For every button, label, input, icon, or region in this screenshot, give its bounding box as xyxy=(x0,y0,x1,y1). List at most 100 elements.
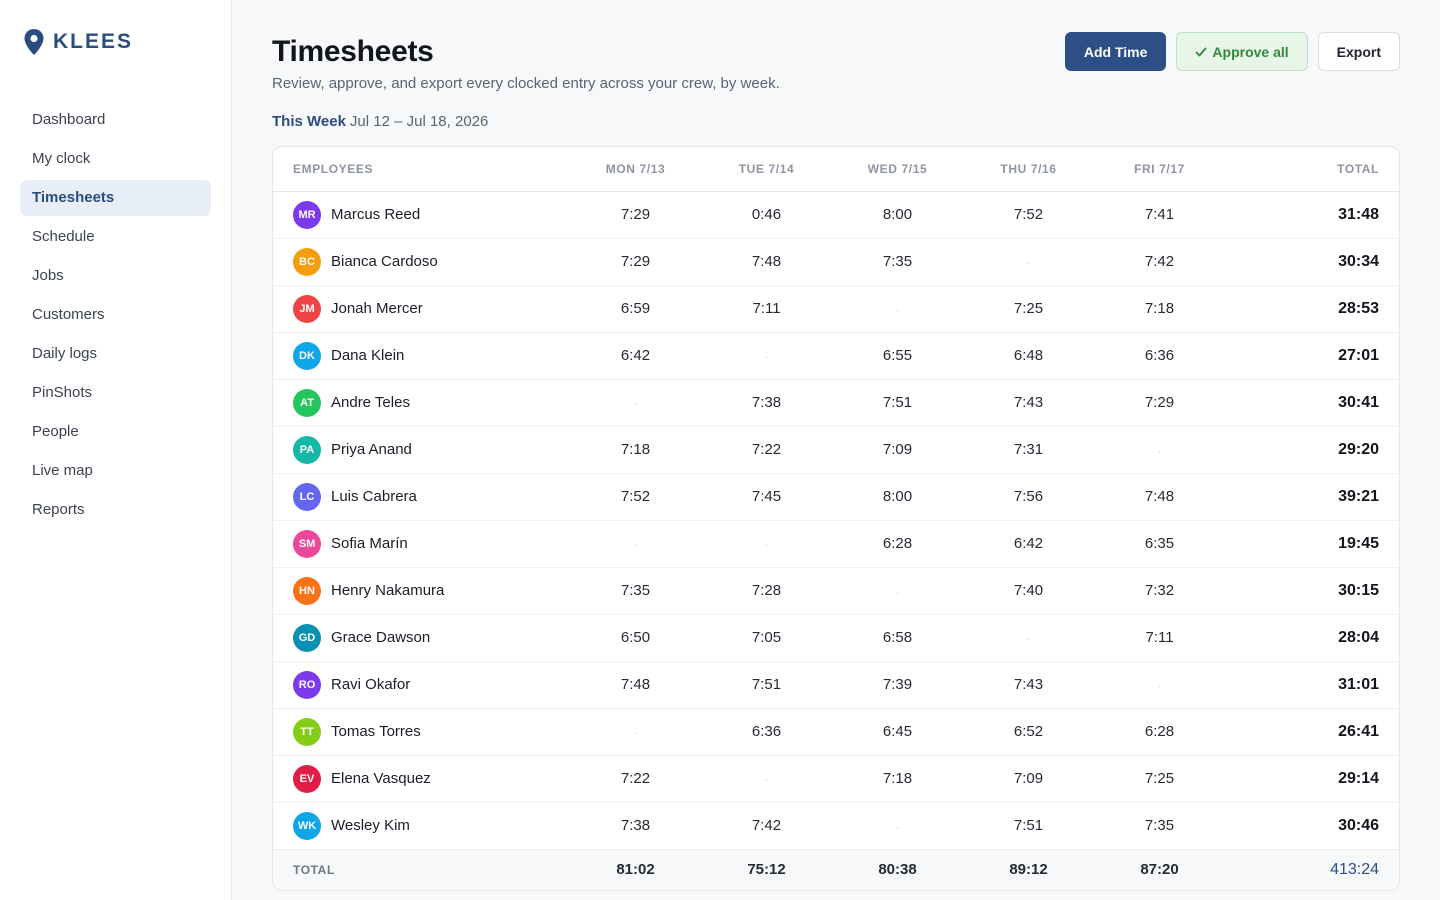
day-hours-cell[interactable]: 7:45 xyxy=(701,473,832,521)
table-row[interactable]: WK Wesley Kim 7:38 7:42 · 7:51 7:35 30:46 xyxy=(273,802,1399,850)
day-hours-cell[interactable]: 6:52 xyxy=(963,708,1094,756)
empty-day-cell[interactable]: · xyxy=(963,238,1094,286)
table-row[interactable]: EV Elena Vasquez 7:22 · 7:18 7:09 7:25 29:14 xyxy=(273,755,1399,803)
day-hours-cell[interactable]: 6:59 xyxy=(570,285,701,333)
header-total[interactable]: TOTAL xyxy=(1225,147,1399,192)
table-row[interactable]: GD Grace Dawson 6:50 7:05 6:58 · 7:11 28:04 xyxy=(273,614,1399,662)
day-hours-cell[interactable]: 7:51 xyxy=(701,661,832,709)
table-row[interactable]: RO Ravi Okafor 7:48 7:51 7:39 7:43 · 31:01 xyxy=(273,661,1399,709)
day-hours-cell[interactable]: 0:46 xyxy=(701,191,832,239)
day-hours-cell[interactable]: 7:52 xyxy=(570,473,701,521)
table-row[interactable]: AT Andre Teles · 7:38 7:51 7:43 7:29 30:41 xyxy=(273,379,1399,427)
day-hours-cell[interactable]: 6:36 xyxy=(701,708,832,756)
sidebar-item-customers[interactable]: Customers xyxy=(32,306,105,323)
sidebar-item-pinshots[interactable]: PinShots xyxy=(32,384,93,401)
day-hours-cell[interactable]: 7:51 xyxy=(963,802,1094,850)
week-selector[interactable]: This Week Jul 12 – Jul 18, 2026 xyxy=(272,113,1400,130)
day-hours-cell[interactable]: 7:35 xyxy=(570,567,701,615)
day-hours-cell[interactable]: 7:25 xyxy=(963,285,1094,333)
day-hours-cell[interactable]: 6:35 xyxy=(1094,520,1225,568)
day-hours-cell[interactable]: 7:35 xyxy=(832,238,963,286)
day-hours-cell[interactable]: 7:42 xyxy=(1094,238,1225,286)
day-hours-cell[interactable]: 7:51 xyxy=(832,379,963,427)
sidebar-item-my-clock[interactable]: My clock xyxy=(32,150,91,167)
export-button[interactable]: Export xyxy=(1317,32,1400,71)
day-hours-cell[interactable]: 6:42 xyxy=(963,520,1094,568)
sidebar-item-daily-logs[interactable]: Daily logs xyxy=(32,345,98,362)
day-hours-cell[interactable]: 7:29 xyxy=(1094,379,1225,427)
employee[interactable]: PA Priya Anand xyxy=(293,435,570,464)
header-day[interactable]: FRI 7/17 xyxy=(1094,147,1225,192)
day-hours-cell[interactable]: 8:00 xyxy=(832,191,963,239)
day-hours-cell[interactable]: 7:05 xyxy=(701,614,832,662)
employee[interactable]: GD Grace Dawson xyxy=(293,623,570,652)
header-employees[interactable]: EMPLOYEES xyxy=(273,147,570,192)
day-hours-cell[interactable]: 7:31 xyxy=(963,426,1094,474)
day-hours-cell[interactable]: 7:09 xyxy=(832,426,963,474)
day-hours-cell[interactable]: 7:56 xyxy=(963,473,1094,521)
empty-day-cell[interactable]: · xyxy=(570,520,701,568)
table-row[interactable]: SM Sofia Marín · · 6:28 6:42 6:35 19:45 xyxy=(273,520,1399,568)
day-hours-cell[interactable]: 6:45 xyxy=(832,708,963,756)
table-row[interactable]: JM Jonah Mercer 6:59 7:11 · 7:25 7:18 28:53 xyxy=(273,285,1399,333)
day-hours-cell[interactable]: 7:22 xyxy=(570,755,701,803)
day-hours-cell[interactable]: 7:09 xyxy=(963,755,1094,803)
sidebar-item-schedule[interactable]: Schedule xyxy=(32,228,95,245)
header-day[interactable]: TUE 7/14 xyxy=(701,147,832,192)
table-row[interactable]: LC Luis Cabrera 7:52 7:45 8:00 7:56 7:48 39:21 xyxy=(273,473,1399,521)
sidebar-item-reports[interactable]: Reports xyxy=(32,501,85,518)
day-hours-cell[interactable]: 6:50 xyxy=(570,614,701,662)
add-time-button[interactable]: Add Time xyxy=(1064,32,1167,71)
table-row[interactable]: PA Priya Anand 7:18 7:22 7:09 7:31 · 29:20 xyxy=(273,426,1399,474)
day-hours-cell[interactable]: 7:18 xyxy=(832,755,963,803)
empty-day-cell[interactable]: · xyxy=(963,614,1094,662)
day-hours-cell[interactable]: 7:41 xyxy=(1094,191,1225,239)
day-hours-cell[interactable]: 7:29 xyxy=(570,191,701,239)
sidebar-item-people[interactable]: People xyxy=(32,423,79,440)
employee[interactable]: RO Ravi Okafor xyxy=(293,670,570,699)
employee[interactable]: LC Luis Cabrera xyxy=(293,482,570,511)
table-row[interactable]: BC Bianca Cardoso 7:29 7:48 7:35 · 7:42 30:34 xyxy=(273,238,1399,286)
sidebar-item-live-map[interactable]: Live map xyxy=(32,462,93,479)
day-hours-cell[interactable]: 7:32 xyxy=(1094,567,1225,615)
sidebar-item-jobs[interactable]: Jobs xyxy=(32,267,64,284)
day-hours-cell[interactable]: 6:48 xyxy=(963,332,1094,380)
empty-day-cell[interactable]: · xyxy=(1094,426,1225,474)
employee[interactable]: TT Tomas Torres xyxy=(293,717,570,746)
header-day[interactable]: WED 7/15 xyxy=(832,147,963,192)
empty-day-cell[interactable]: · xyxy=(832,802,963,850)
day-hours-cell[interactable]: 7:40 xyxy=(963,567,1094,615)
day-hours-cell[interactable]: 7:52 xyxy=(963,191,1094,239)
day-hours-cell[interactable]: 6:28 xyxy=(832,520,963,568)
day-hours-cell[interactable]: 7:39 xyxy=(832,661,963,709)
employee[interactable]: BC Bianca Cardoso xyxy=(293,247,570,276)
table-row[interactable]: HN Henry Nakamura 7:35 7:28 · 7:40 7:32 30:15 xyxy=(273,567,1399,615)
header-day[interactable]: THU 7/16 xyxy=(963,147,1094,192)
day-hours-cell[interactable]: 6:36 xyxy=(1094,332,1225,380)
day-hours-cell[interactable]: 7:48 xyxy=(570,661,701,709)
day-hours-cell[interactable]: 7:48 xyxy=(1094,473,1225,521)
employee[interactable]: EV Elena Vasquez xyxy=(293,764,570,793)
day-hours-cell[interactable]: 7:43 xyxy=(963,379,1094,427)
day-hours-cell[interactable]: 7:29 xyxy=(570,238,701,286)
employee[interactable]: DK Dana Klein xyxy=(293,341,570,370)
sidebar-item-timesheets[interactable]: Timesheets xyxy=(20,180,211,216)
day-hours-cell[interactable]: 7:11 xyxy=(701,285,832,333)
employee[interactable]: SM Sofia Marín xyxy=(293,529,570,558)
day-hours-cell[interactable]: 7:48 xyxy=(701,238,832,286)
day-hours-cell[interactable]: 7:35 xyxy=(1094,802,1225,850)
empty-day-cell[interactable]: · xyxy=(832,285,963,333)
day-hours-cell[interactable]: 7:18 xyxy=(1094,285,1225,333)
day-hours-cell[interactable]: 7:11 xyxy=(1094,614,1225,662)
employee[interactable]: AT Andre Teles xyxy=(293,388,570,417)
day-hours-cell[interactable]: 7:38 xyxy=(701,379,832,427)
day-hours-cell[interactable]: 7:38 xyxy=(570,802,701,850)
sidebar-item-dashboard[interactable]: Dashboard xyxy=(32,111,106,128)
empty-day-cell[interactable]: · xyxy=(570,708,701,756)
empty-day-cell[interactable]: · xyxy=(570,379,701,427)
employee[interactable]: HN Henry Nakamura xyxy=(293,576,570,605)
employee[interactable]: JM Jonah Mercer xyxy=(293,294,570,323)
approve-all-button[interactable]: Approve all xyxy=(1176,32,1308,71)
day-hours-cell[interactable]: 6:58 xyxy=(832,614,963,662)
day-hours-cell[interactable]: 6:55 xyxy=(832,332,963,380)
